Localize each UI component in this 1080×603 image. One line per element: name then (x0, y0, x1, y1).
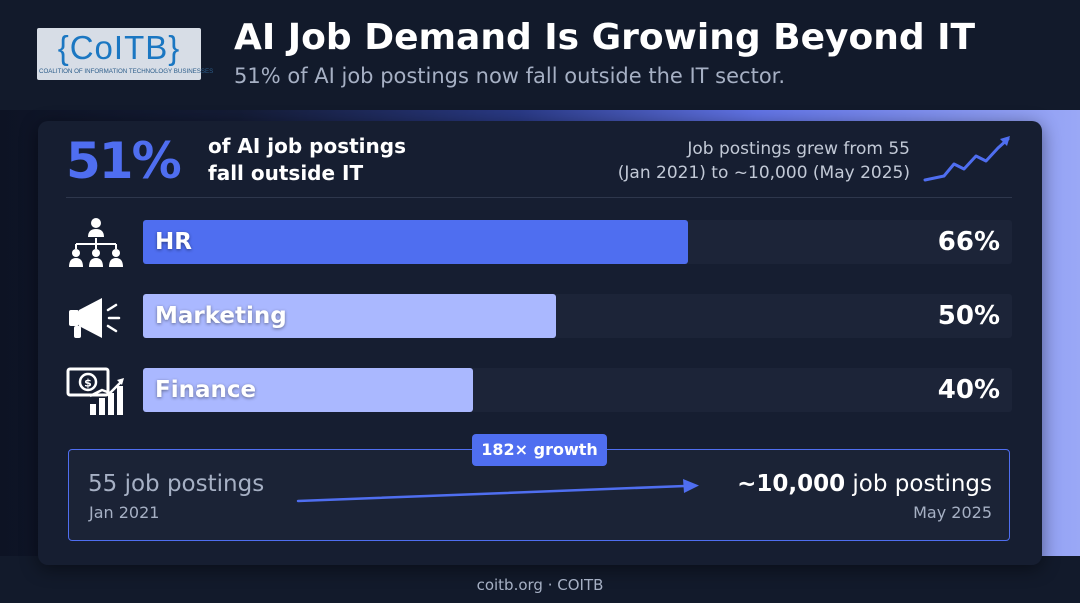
bar-value-hr: 66% (937, 227, 1000, 257)
end-count: ~10,000 job postings (600, 469, 992, 499)
growth-note-line2: (Jan 2021) to ~10,000 (May 2025) (617, 163, 910, 183)
bar-finance (143, 368, 473, 412)
card-divider (66, 197, 1012, 198)
start-count: 55 job postings (88, 471, 265, 497)
bar-label-finance: Finance (155, 377, 257, 403)
bar-hr (143, 220, 688, 264)
end-date: May 2025 (913, 503, 992, 522)
logo-wordmark: {CoITB} (57, 29, 181, 66)
bar-label-hr: HR (155, 229, 192, 255)
bar-marketing (143, 294, 556, 338)
growth-note-line1: Job postings grew from 55 (687, 139, 910, 159)
coitb-logo: {CoITB} COALITION OF INFORMATION TECHNOL… (37, 28, 214, 80)
headline-stat-caption-line1: of AI job postings (208, 134, 406, 158)
megaphone-icon (69, 298, 121, 338)
start-date: Jan 2021 (89, 503, 160, 522)
trend-up-arrow-icon (923, 136, 1010, 182)
headline-stat: 51% (66, 132, 182, 190)
page-title: AI Job Demand Is Growing Beyond IT (234, 17, 976, 58)
bar-track-finance: Finance 40% (143, 368, 1012, 412)
growth-note: Job postings grew from 55 (Jan 2021) to … (560, 137, 910, 185)
org-chart-icon (69, 218, 123, 267)
headline-stat-caption: of AI job postings fall outside IT (208, 133, 406, 187)
money-growth-icon: $ (66, 367, 124, 415)
bar-track-hr: HR 66% (143, 220, 1012, 264)
end-count-unit: job postings (845, 471, 992, 497)
svg-text:$: $ (84, 377, 92, 390)
headline-stat-caption-line2: fall outside IT (208, 161, 364, 185)
bar-value-finance: 40% (937, 375, 1000, 405)
logo-tagline: COALITION OF INFORMATION TECHNOLOGY BUSI… (39, 68, 214, 75)
page-subtitle: 51% of AI job postings now fall outside … (234, 64, 786, 88)
growth-multiplier-badge: 182× growth (472, 434, 607, 466)
end-count-number: ~10,000 (737, 471, 846, 497)
bar-value-marketing: 50% (937, 301, 1000, 331)
bar-track-marketing: Marketing 50% (143, 294, 1012, 338)
growth-arrow-icon (296, 479, 699, 503)
bar-label-marketing: Marketing (155, 303, 287, 329)
footer-credit: coitb.org · COITB (476, 576, 604, 594)
